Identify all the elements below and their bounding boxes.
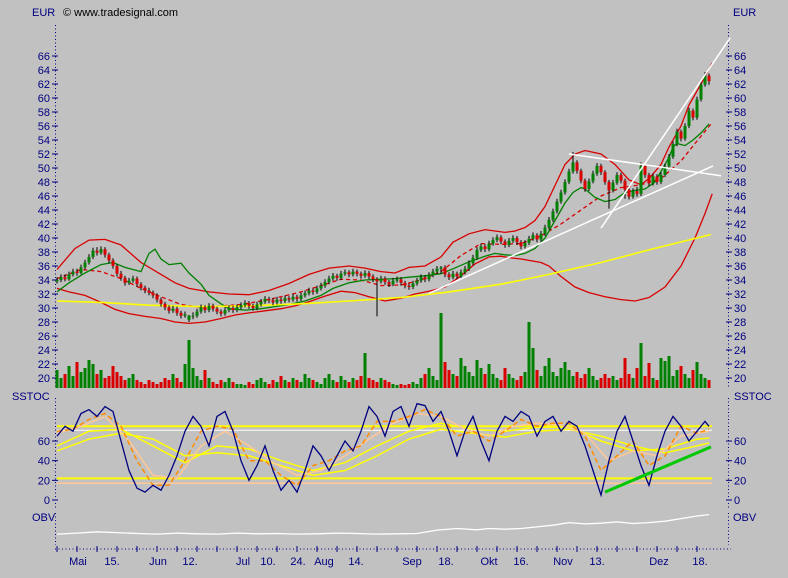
svg-text:52: 52 — [38, 149, 50, 161]
svg-text:60: 60 — [734, 436, 746, 448]
svg-text:54: 54 — [38, 135, 50, 147]
svg-text:40: 40 — [38, 456, 50, 468]
svg-text:20: 20 — [38, 475, 50, 487]
svg-text:26: 26 — [734, 331, 746, 343]
obv-panel-label-left: OBV — [32, 512, 56, 524]
svg-text:22: 22 — [734, 359, 746, 371]
copyright-text: © www.tradesignal.com — [63, 7, 179, 19]
svg-text:20: 20 — [734, 475, 746, 487]
svg-text:12.: 12. — [182, 556, 197, 568]
price-axis-unit-right: EUR — [733, 7, 757, 19]
svg-text:56: 56 — [734, 121, 746, 133]
sstoc-panel-label-right: SSTOC — [734, 391, 772, 403]
svg-text:Jun: Jun — [149, 556, 167, 568]
svg-text:18.: 18. — [692, 556, 707, 568]
svg-text:50: 50 — [38, 163, 50, 175]
svg-text:Nov: Nov — [553, 556, 573, 568]
svg-text:14.: 14. — [348, 556, 363, 568]
svg-text:46: 46 — [734, 191, 746, 203]
svg-text:28: 28 — [38, 317, 50, 329]
svg-text:15.: 15. — [104, 556, 119, 568]
svg-text:50: 50 — [734, 163, 746, 175]
svg-text:Sep: Sep — [402, 556, 422, 568]
svg-text:Mai: Mai — [69, 556, 87, 568]
svg-text:16.: 16. — [513, 556, 528, 568]
svg-text:38: 38 — [734, 247, 746, 259]
svg-text:13.: 13. — [589, 556, 604, 568]
svg-text:58: 58 — [734, 107, 746, 119]
svg-text:24: 24 — [734, 345, 746, 357]
svg-text:30: 30 — [38, 303, 50, 315]
svg-text:Aug: Aug — [314, 556, 334, 568]
svg-text:20: 20 — [734, 373, 746, 385]
svg-text:24: 24 — [38, 345, 50, 357]
price-axis-unit-left: EUR — [32, 7, 56, 19]
svg-text:66: 66 — [734, 51, 746, 63]
svg-text:42: 42 — [38, 219, 50, 231]
svg-text:24.: 24. — [290, 556, 305, 568]
svg-text:36: 36 — [734, 261, 746, 273]
svg-text:44: 44 — [38, 205, 50, 217]
svg-text:60: 60 — [38, 93, 50, 105]
svg-text:32: 32 — [38, 289, 50, 301]
svg-text:40: 40 — [38, 233, 50, 245]
svg-text:62: 62 — [38, 79, 50, 91]
svg-text:10.: 10. — [260, 556, 275, 568]
obv-panel-label-right: OBV — [733, 512, 757, 524]
svg-text:40: 40 — [734, 233, 746, 245]
svg-text:0: 0 — [734, 495, 740, 507]
svg-text:60: 60 — [734, 93, 746, 105]
svg-text:0: 0 — [44, 495, 50, 507]
svg-text:22: 22 — [38, 359, 50, 371]
svg-text:38: 38 — [38, 247, 50, 259]
sstoc-panel-label-left: SSTOC — [12, 391, 50, 403]
svg-text:30: 30 — [734, 303, 746, 315]
svg-text:66: 66 — [38, 51, 50, 63]
svg-text:44: 44 — [734, 205, 746, 217]
svg-text:18.: 18. — [438, 556, 453, 568]
svg-text:46: 46 — [38, 191, 50, 203]
svg-text:32: 32 — [734, 289, 746, 301]
svg-text:20: 20 — [38, 373, 50, 385]
svg-text:34: 34 — [38, 275, 50, 287]
svg-text:Okt: Okt — [480, 556, 497, 568]
svg-text:54: 54 — [734, 135, 746, 147]
svg-text:26: 26 — [38, 331, 50, 343]
svg-text:52: 52 — [734, 149, 746, 161]
svg-text:48: 48 — [38, 177, 50, 189]
svg-text:Jul: Jul — [236, 556, 250, 568]
svg-text:Dez: Dez — [649, 556, 669, 568]
svg-text:62: 62 — [734, 79, 746, 91]
svg-text:60: 60 — [38, 436, 50, 448]
svg-text:36: 36 — [38, 261, 50, 273]
svg-text:64: 64 — [38, 65, 50, 77]
svg-text:48: 48 — [734, 177, 746, 189]
svg-text:42: 42 — [734, 219, 746, 231]
svg-text:58: 58 — [38, 107, 50, 119]
svg-text:40: 40 — [734, 456, 746, 468]
svg-text:64: 64 — [734, 65, 746, 77]
svg-text:56: 56 — [38, 121, 50, 133]
svg-text:28: 28 — [734, 317, 746, 329]
svg-text:34: 34 — [734, 275, 746, 287]
